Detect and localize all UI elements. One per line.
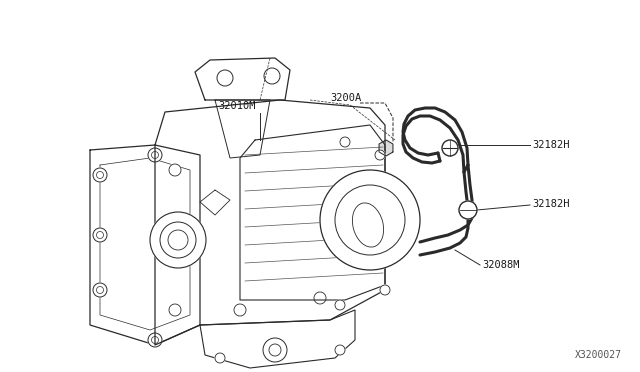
Circle shape: [148, 333, 162, 347]
Polygon shape: [90, 145, 200, 345]
Circle shape: [152, 337, 159, 343]
Circle shape: [217, 70, 233, 86]
Circle shape: [150, 212, 206, 268]
Text: X3200027: X3200027: [575, 350, 622, 360]
Circle shape: [93, 283, 107, 297]
Circle shape: [215, 353, 225, 363]
Circle shape: [380, 285, 390, 295]
Circle shape: [160, 222, 196, 258]
Polygon shape: [379, 140, 393, 156]
Circle shape: [169, 304, 181, 316]
Text: 32088M: 32088M: [482, 260, 520, 270]
Circle shape: [269, 344, 281, 356]
Circle shape: [169, 164, 181, 176]
Polygon shape: [200, 310, 355, 368]
Circle shape: [442, 140, 458, 156]
Polygon shape: [155, 100, 385, 345]
Circle shape: [93, 228, 107, 242]
Polygon shape: [195, 58, 290, 100]
Polygon shape: [240, 125, 385, 300]
Circle shape: [335, 185, 405, 255]
Circle shape: [459, 201, 477, 219]
Text: 3200A: 3200A: [330, 93, 361, 103]
Circle shape: [314, 292, 326, 304]
Polygon shape: [200, 190, 230, 215]
Circle shape: [97, 286, 104, 294]
Text: 32010M: 32010M: [218, 101, 255, 111]
Circle shape: [264, 68, 280, 84]
Circle shape: [152, 151, 159, 158]
Text: 32182H: 32182H: [532, 140, 570, 150]
Circle shape: [97, 231, 104, 238]
Text: 32182H: 32182H: [532, 199, 570, 209]
Circle shape: [234, 304, 246, 316]
Circle shape: [93, 168, 107, 182]
Circle shape: [148, 148, 162, 162]
Circle shape: [340, 137, 350, 147]
Circle shape: [97, 171, 104, 179]
Polygon shape: [215, 100, 270, 158]
Circle shape: [168, 230, 188, 250]
Circle shape: [320, 170, 420, 270]
Circle shape: [335, 345, 345, 355]
Circle shape: [375, 150, 385, 160]
Circle shape: [263, 338, 287, 362]
Circle shape: [335, 300, 345, 310]
